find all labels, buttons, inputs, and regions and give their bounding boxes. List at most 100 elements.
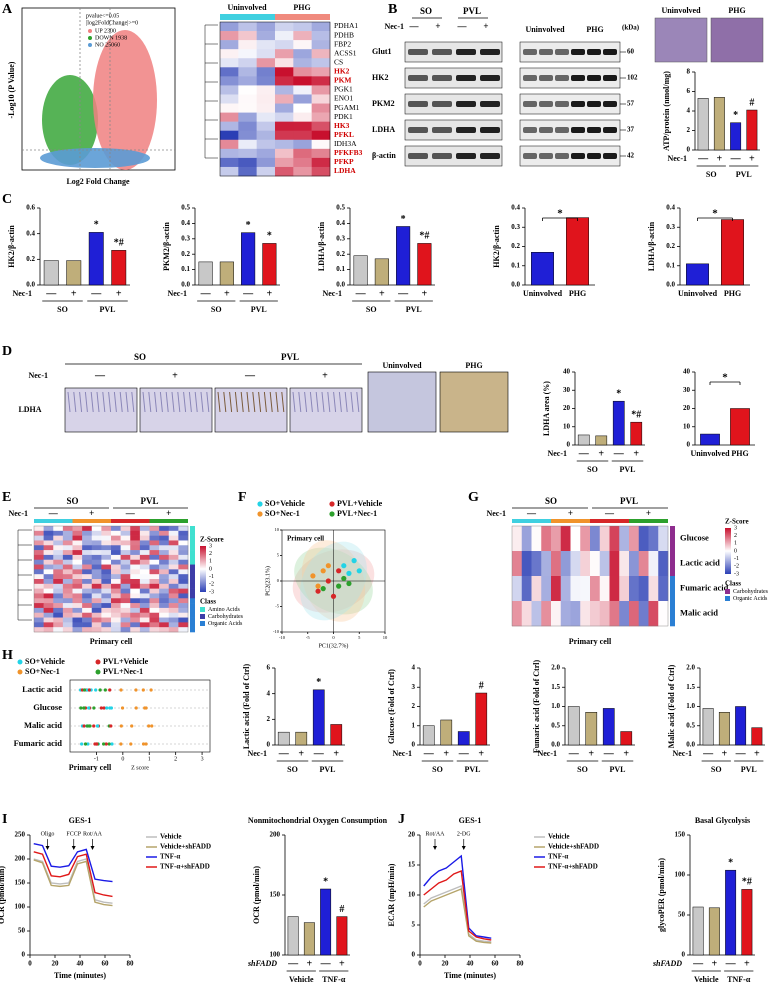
- heatmap-cell: [139, 554, 150, 561]
- x-tick-label: 40: [77, 960, 85, 968]
- class-strip: [190, 559, 195, 565]
- class-strip: [670, 526, 675, 552]
- heatmap-cell: [274, 139, 294, 150]
- sign: —: [604, 508, 615, 518]
- heatmap-cell: [311, 85, 331, 95]
- bar: [751, 727, 763, 746]
- bar: [718, 712, 730, 746]
- heatmap-cell: [311, 58, 331, 68]
- heatmap-cell: [43, 550, 54, 556]
- heatmap-cell: [619, 526, 630, 552]
- blot-band: [523, 127, 537, 133]
- heatmap-cell: [120, 559, 131, 565]
- dot: [147, 724, 151, 728]
- axis-label: -Log10 (P Value): [7, 61, 16, 118]
- legend-swatch: [257, 501, 263, 507]
- dot: [149, 688, 153, 692]
- y-tick-label: 50: [18, 927, 26, 935]
- heatmap-cell: [62, 583, 73, 589]
- chart-title: GES-1: [69, 816, 92, 825]
- heatmap-cell: [648, 576, 659, 602]
- blot: [404, 145, 503, 167]
- row-label: Nec-1: [667, 154, 687, 163]
- heatmap-cell: [130, 574, 141, 580]
- gene-label: PGAM1: [334, 103, 360, 112]
- class-label: Carbohydrates: [208, 614, 244, 620]
- heatmap-cell: [139, 569, 150, 575]
- heatmap-cell: [91, 574, 102, 580]
- heatmap-cell: [274, 76, 294, 86]
- heatmap-cell: [53, 588, 64, 594]
- tissue-texture: [79, 391, 83, 413]
- heatmap-cell: [580, 526, 591, 552]
- legend-label: PVL+Nec-1: [103, 667, 143, 676]
- micrograph: [64, 387, 138, 433]
- dot: [119, 742, 123, 746]
- blot-band: [456, 49, 476, 55]
- blot: [404, 119, 503, 141]
- row-label: Nec-1: [537, 749, 557, 758]
- y-tick-label: 5: [277, 553, 280, 558]
- point: [325, 563, 331, 569]
- group-label: SO: [577, 765, 588, 774]
- legend-label: TNF-α: [160, 853, 180, 861]
- tissue-texture: [131, 391, 135, 413]
- x-tick-label: —: [397, 288, 409, 299]
- blot-band: [432, 75, 452, 81]
- bar: [241, 232, 256, 286]
- bar: [88, 232, 104, 286]
- bar: [475, 692, 488, 746]
- bar: [595, 435, 608, 446]
- heatmap-cell: [62, 559, 73, 565]
- blot-band: [539, 49, 553, 55]
- heatmap-cell: [274, 157, 294, 168]
- class-strip: [190, 583, 195, 589]
- heatmap-cell: [648, 601, 659, 627]
- tissue-texture: [246, 391, 250, 413]
- heatmap-cell: [168, 574, 179, 580]
- heatmap-cell: [120, 535, 131, 541]
- y-tick-label: 1.0: [686, 702, 695, 710]
- heatmap-cell: [111, 559, 121, 565]
- tissue-texture: [304, 391, 308, 413]
- heatmap-cell: [111, 593, 121, 599]
- x-tick-label: —: [568, 748, 580, 759]
- heatmap-cell: [311, 121, 331, 132]
- heatmap-cell: [274, 67, 294, 77]
- heatmap-cell: [43, 598, 54, 604]
- heatmap-cell: [34, 574, 44, 580]
- heatmap-cell: [82, 579, 93, 585]
- tissue-texture: [356, 391, 360, 413]
- heatmap-cell: [53, 535, 64, 541]
- heatmap-cell: [91, 607, 102, 614]
- y-tick-label: 2.0: [686, 664, 695, 672]
- y-tick-label: 0: [567, 441, 571, 449]
- heatmap-cell: [178, 612, 189, 618]
- tissue-texture: [84, 391, 88, 413]
- sign: —: [48, 508, 59, 518]
- y-tick-label: 2.0: [551, 664, 560, 672]
- heatmap-cell: [34, 598, 44, 604]
- blot-band: [555, 127, 569, 133]
- group-label: SO: [587, 465, 598, 474]
- heatmap-cell: [72, 622, 83, 628]
- heatmap-cell: [91, 550, 102, 556]
- sign: —: [244, 370, 256, 381]
- x-tick-label: +: [116, 288, 122, 299]
- heatmap-cell: [220, 58, 239, 68]
- tissue-texture: [263, 391, 267, 413]
- bar: [612, 400, 625, 446]
- heatmap-cell: [34, 526, 44, 532]
- tissue-texture: [275, 391, 279, 413]
- x-tick-label: -1: [94, 756, 99, 762]
- heatmap-cell: [512, 551, 523, 577]
- x-tick-label: PHG: [731, 449, 748, 458]
- row-label: Lactic acid: [22, 684, 62, 694]
- gene-label: PFKP: [334, 157, 354, 166]
- x-tick-label: Uninvolved: [690, 449, 730, 458]
- kda-label: 57: [627, 100, 635, 108]
- heatmap-cell: [101, 574, 112, 580]
- heatmap-cell: [139, 535, 150, 541]
- bar: [746, 109, 758, 151]
- heatmap-cell: [82, 545, 93, 551]
